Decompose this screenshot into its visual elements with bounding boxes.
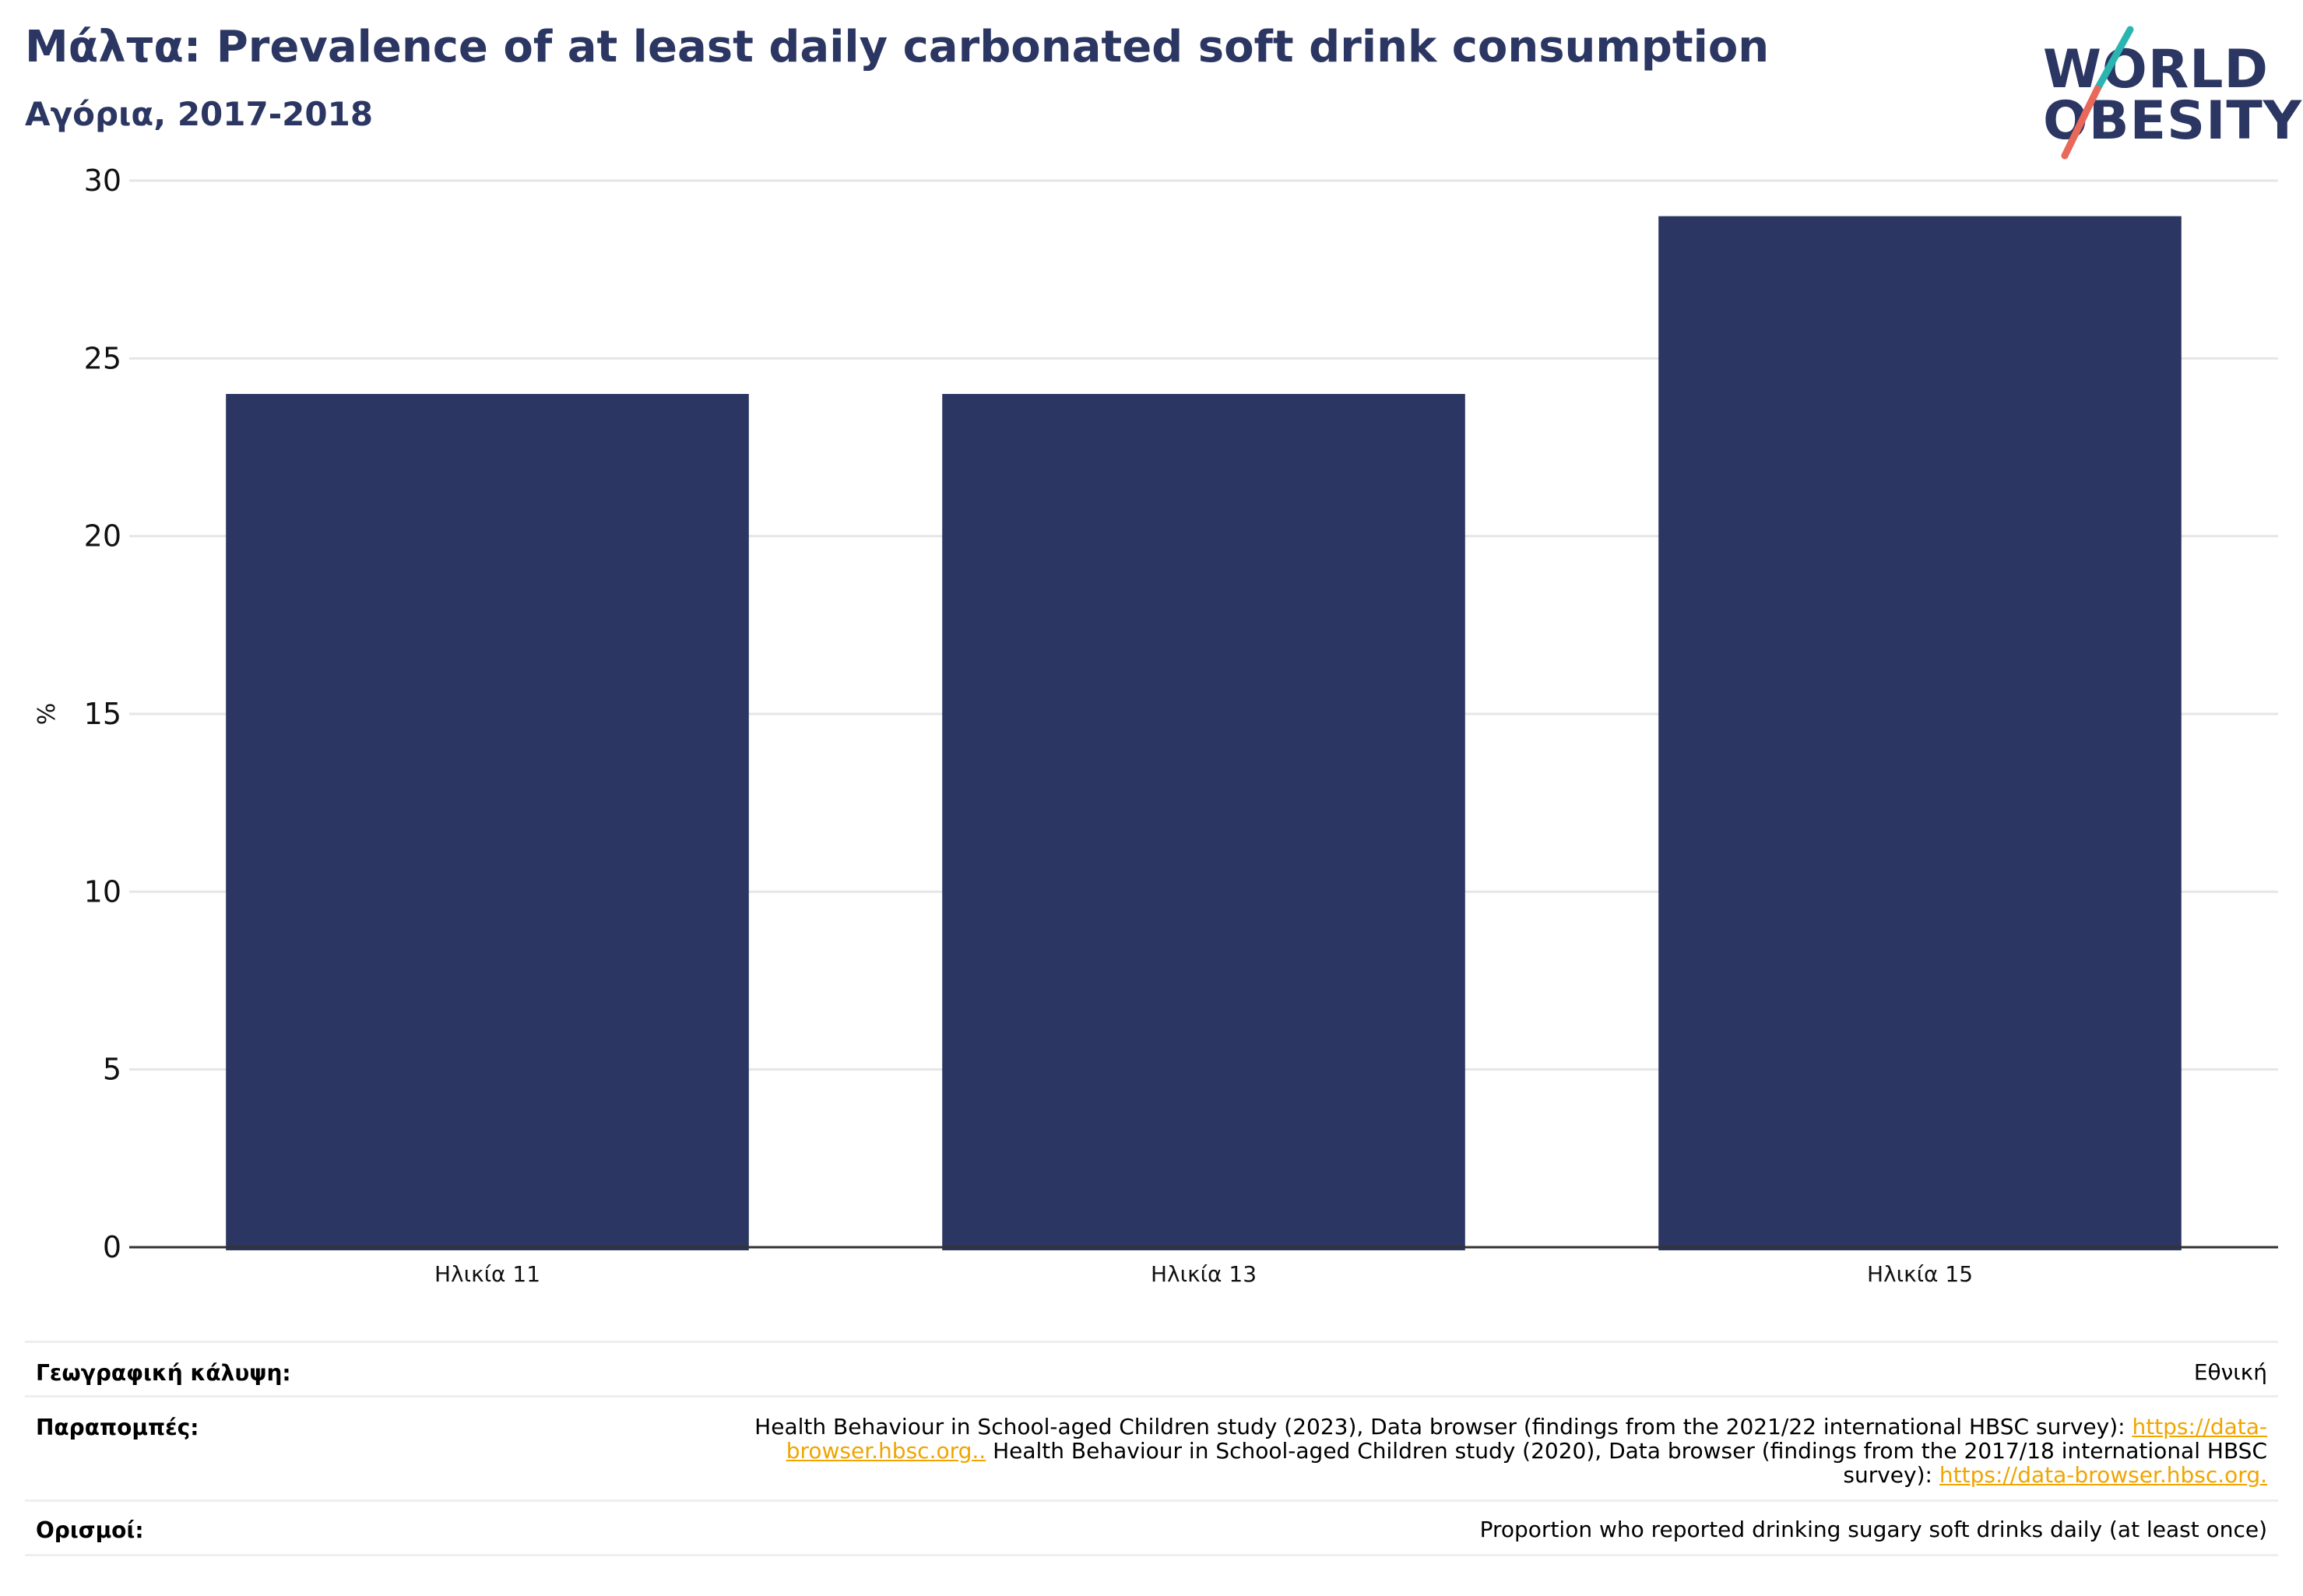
references-value: Health Behaviour in School-aged Children…	[476, 1415, 2267, 1487]
coverage-row: Γεωγραφική κάλυψη: Εθνική	[25, 1341, 2278, 1397]
logo-slash-icon	[2061, 26, 2134, 160]
x-category-label: Ηλικία 11	[434, 1261, 540, 1287]
chart-subtitle: Αγόρια, 2017-2018	[25, 95, 374, 133]
y-tick-label: 5	[103, 1053, 121, 1087]
table-bottom-border	[25, 1554, 2278, 1556]
y-axis-title: %	[33, 703, 61, 726]
y-tick-label: 20	[84, 519, 121, 554]
y-tick-label: 30	[84, 163, 121, 198]
coverage-value: Εθνική	[2193, 1359, 2267, 1385]
bar	[1658, 216, 2182, 1251]
definitions-row: Ορισμοί: Proportion who reported drinkin…	[25, 1499, 2278, 1556]
chart-title: Μάλτα: Prevalence of at least daily carb…	[25, 22, 1770, 72]
reference-text-3: survey):	[1843, 1462, 1939, 1488]
reference-link-2[interactable]: https://data-browser.hbsc.org.	[1939, 1462, 2267, 1488]
x-category-label: Ηλικία 15	[1867, 1261, 1973, 1287]
reference-link-1b[interactable]: browser.hbsc.org..	[786, 1438, 986, 1464]
bars	[226, 216, 2182, 1251]
reference-text-1: Health Behaviour in School-aged Children…	[754, 1414, 2132, 1440]
reference-text-2: Health Behaviour in School-aged Children…	[986, 1438, 2267, 1464]
y-tick-label: 25	[84, 341, 121, 375]
references-label: Παραπομπές:	[36, 1415, 199, 1440]
logo-line-2: OBESITY	[2043, 90, 2302, 152]
bar	[942, 394, 1465, 1250]
y-tick-label: 10	[84, 874, 121, 909]
axes: 0 5 10 15 20 25 30 Ηλικία 11 Ηλικία 13 Ηλικία 15	[84, 163, 2278, 1287]
y-tick-label: 15	[84, 697, 121, 731]
references-row: Παραπομπές: Health Behaviour in School-a…	[25, 1395, 2278, 1502]
bar	[226, 394, 749, 1250]
logo-line-1: WORLD	[2043, 39, 2269, 100]
definitions-label: Ορισμοί:	[36, 1517, 144, 1543]
world-obesity-logo: WORLD OBESITY	[2032, 23, 2301, 163]
y-tick-label: 0	[103, 1230, 121, 1264]
coverage-label: Γεωγραφική κάλυψη:	[36, 1360, 291, 1386]
definitions-value: Proportion who reported drinking sugary …	[1479, 1517, 2267, 1542]
reference-link-1a[interactable]: https://data-	[2132, 1414, 2267, 1440]
x-category-label: Ηλικία 13	[1151, 1261, 1257, 1287]
